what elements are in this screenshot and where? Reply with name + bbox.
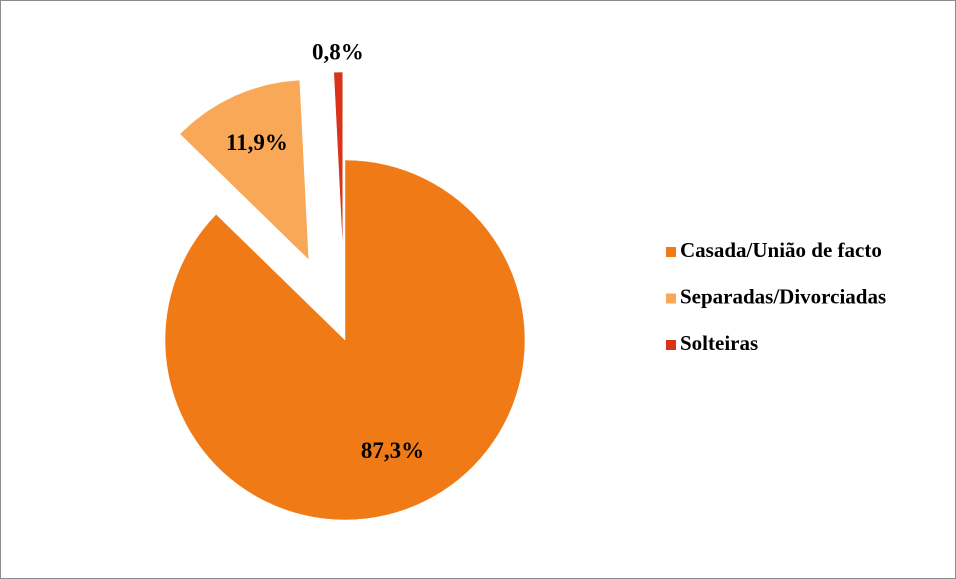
- pie-slice: [164, 159, 526, 521]
- legend-label: Separadas/Divorciadas: [680, 284, 886, 308]
- legend-label: Solteiras: [680, 331, 758, 355]
- data-label: 0,8%: [312, 39, 364, 64]
- pie-slice: [333, 71, 344, 253]
- legend-label: Casada/União de facto: [680, 238, 882, 262]
- legend-swatch: [666, 247, 676, 257]
- data-label: 87,3%: [361, 438, 424, 463]
- legend-swatch: [666, 293, 676, 304]
- data-label: 11,9%: [226, 130, 288, 155]
- pie-slice: [179, 79, 310, 261]
- legend-swatch: [666, 340, 676, 350]
